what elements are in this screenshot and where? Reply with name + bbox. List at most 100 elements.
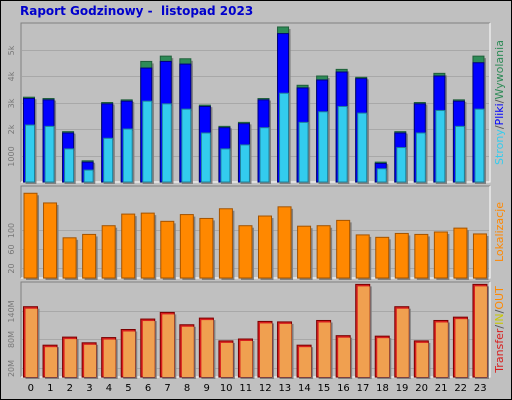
legend-label-3-3: / — [493, 309, 506, 313]
bar-transfer-out-13 — [279, 323, 292, 377]
panel-3-edge-dark — [20, 281, 490, 377]
x-tick-label-11: 11 — [239, 383, 252, 394]
legend-label-3-1: / — [493, 325, 506, 329]
bar-transfer-out-23 — [474, 286, 487, 377]
panel-2-ytick-label: 20 — [7, 263, 16, 273]
panel-2-ytick-label: 60 — [7, 244, 16, 254]
bar-transfer-out-0 — [25, 308, 38, 377]
legend-label-3-4: OUT — [493, 286, 506, 310]
bar-lokalizacje-15 — [316, 225, 331, 279]
bar-transfer-out-8 — [181, 326, 194, 377]
panel-2-background — [21, 186, 490, 278]
bar-lokalizacje-14 — [297, 225, 312, 279]
panel-1-ytick-label: 2k — [7, 124, 16, 134]
panel-3-background — [21, 282, 490, 377]
bar-transfer-out-6 — [142, 321, 155, 377]
panel-3-edge-light — [21, 282, 491, 378]
panel-1-ytick-label: 1000 — [7, 146, 16, 166]
x-tick-label-12: 12 — [259, 383, 272, 394]
panel-2-ytick-label: 100 — [7, 223, 16, 238]
bar-transfer-out-18 — [377, 338, 390, 377]
x-tick-label-19: 19 — [396, 383, 409, 394]
bar-strony-6 — [142, 100, 153, 183]
bar-transfer-out-14 — [299, 347, 312, 377]
bar-lokalizacje-18 — [375, 236, 390, 279]
bar-transfer-out-3 — [84, 344, 97, 377]
bar-strony-1 — [44, 125, 55, 183]
panel-2-edge-dark — [20, 185, 490, 278]
bar-transfer-out-16 — [338, 337, 351, 377]
bar-strony-9 — [200, 132, 211, 183]
bar-strony-13 — [279, 92, 290, 183]
bar-strony-2 — [64, 148, 75, 183]
bar-strony-14 — [298, 121, 309, 183]
bar-lokalizacje-3 — [82, 233, 97, 279]
legend-label-2-0: Lokalizacje — [493, 202, 506, 262]
panel-3-ytick-label: 80M — [7, 331, 16, 348]
bar-lokalizacje-8 — [179, 214, 194, 279]
x-tick-label-0: 0 — [28, 383, 34, 394]
x-tick-label-3: 3 — [86, 383, 92, 394]
x-tick-label-21: 21 — [435, 383, 448, 394]
bar-lokalizacje-4 — [101, 225, 116, 279]
panel-1-edge-dark — [20, 22, 490, 182]
legend-label-1-3: / — [493, 99, 506, 103]
panel-1-ytick-label: 4k — [7, 71, 16, 81]
bar-strony-8 — [181, 108, 192, 183]
x-tick-label-2: 2 — [67, 383, 73, 394]
panel-3-legend: Transfer/IN/OUT — [493, 286, 506, 374]
bar-strony-7 — [161, 103, 172, 183]
panel-3-ytick-label: 20M — [7, 360, 16, 377]
bar-transfer-out-21 — [435, 322, 448, 377]
bar-transfer-out-5 — [123, 331, 136, 377]
bar-strony-10 — [220, 148, 231, 183]
x-tick-label-18: 18 — [376, 383, 389, 394]
bar-strony-22 — [454, 125, 465, 183]
bar-transfer-out-1 — [45, 347, 58, 377]
panel-1-ytick-label: 3k — [7, 98, 16, 108]
x-tick-label-9: 9 — [203, 383, 209, 394]
bar-strony-20 — [415, 132, 426, 183]
bar-strony-11 — [239, 144, 250, 183]
x-tick-label-13: 13 — [278, 383, 291, 394]
bar-transfer-out-4 — [103, 339, 116, 377]
x-tick-label-1: 1 — [47, 383, 53, 394]
bar-transfer-out-10 — [220, 342, 233, 377]
chart-title: Raport Godzinowy - listopad 2023 — [20, 4, 254, 18]
bar-strony-21 — [435, 109, 446, 183]
bar-lokalizacje-22 — [453, 227, 468, 279]
bar-lokalizacje-5 — [121, 213, 136, 279]
legend-label-1-0: Strony — [493, 129, 506, 165]
panel-1-ytick-label: 5k — [7, 45, 16, 55]
panel-2-edge-light — [21, 186, 491, 279]
bar-lokalizacje-17 — [355, 234, 370, 279]
bar-lokalizacje-11 — [238, 225, 253, 279]
legend-label-3-0: Transfer — [493, 328, 506, 374]
bar-strony-15 — [318, 111, 329, 183]
x-tick-label-23: 23 — [474, 383, 487, 394]
x-tick-label-15: 15 — [318, 383, 331, 394]
bar-lokalizacje-20 — [414, 233, 429, 279]
bar-transfer-out-17 — [357, 286, 370, 377]
legend-label-1-2: Pliki — [493, 103, 506, 125]
legend-label-1-1: / — [493, 125, 506, 129]
bar-strony-17 — [357, 112, 368, 183]
bar-lokalizacje-0 — [23, 192, 38, 279]
bar-strony-18 — [376, 168, 387, 183]
x-tick-label-6: 6 — [145, 383, 151, 394]
x-tick-label-5: 5 — [125, 383, 131, 394]
x-tick-label-14: 14 — [298, 383, 311, 394]
bar-strony-3 — [83, 169, 94, 183]
bar-lokalizacje-16 — [336, 219, 351, 279]
bar-lokalizacje-9 — [199, 217, 214, 279]
bar-transfer-out-22 — [455, 319, 468, 377]
bar-transfer-out-12 — [260, 323, 272, 377]
bar-transfer-out-7 — [162, 314, 175, 377]
x-tick-label-4: 4 — [106, 383, 112, 394]
bar-transfer-out-15 — [318, 322, 331, 377]
x-tick-label-10: 10 — [220, 383, 233, 394]
bar-transfer-out-11 — [240, 341, 253, 377]
x-tick-label-17: 17 — [357, 383, 370, 394]
bar-strony-12 — [259, 127, 270, 183]
